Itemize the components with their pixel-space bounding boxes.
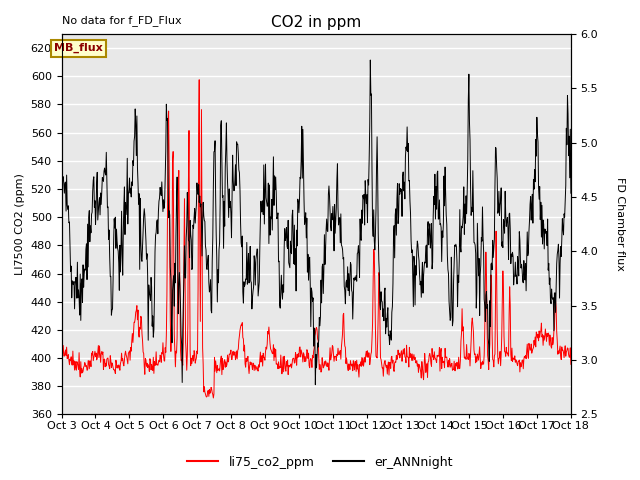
Text: MB_flux: MB_flux (54, 43, 103, 53)
Y-axis label: LI7500 CO2 (ppm): LI7500 CO2 (ppm) (15, 173, 25, 275)
Y-axis label: FD Chamber flux: FD Chamber flux (615, 177, 625, 271)
Text: No data for f_FD_Flux: No data for f_FD_Flux (61, 15, 181, 26)
Title: CO2 in ppm: CO2 in ppm (271, 15, 362, 30)
Legend: li75_co2_ppm, er_ANNnight: li75_co2_ppm, er_ANNnight (182, 451, 458, 474)
